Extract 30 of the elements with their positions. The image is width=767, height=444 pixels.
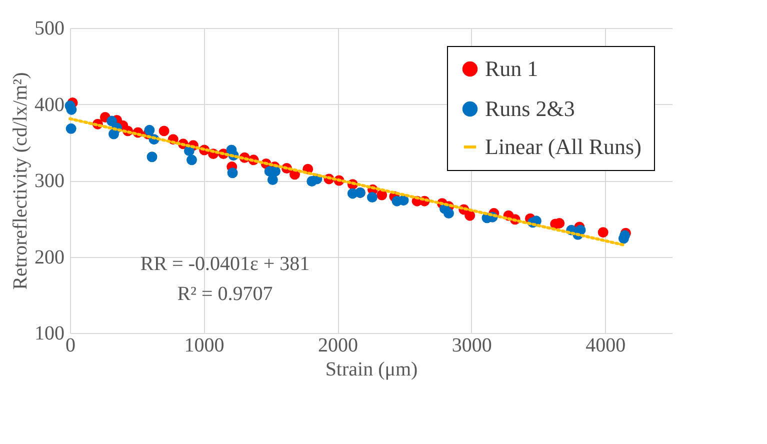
x-tick-label: 2000 — [318, 334, 358, 356]
point — [66, 123, 76, 134]
y-tick-label: 100 — [34, 322, 64, 344]
legend-label: Runs 2&3 — [485, 96, 575, 121]
point — [186, 154, 197, 166]
legend-label: Linear (All Runs) — [485, 134, 642, 159]
point — [598, 227, 608, 238]
point — [398, 195, 409, 206]
y-axis-title: Retroreflectivity (cd/lx/m²) — [10, 72, 32, 290]
legend-label: Run 1 — [485, 56, 538, 81]
x-tick-label: 1000 — [184, 334, 224, 356]
y-tick-label: 400 — [34, 94, 64, 116]
x-axis-title: Strain (μm) — [325, 358, 418, 380]
y-tick-label: 200 — [34, 246, 64, 268]
annotation: RR = -0.0401ε + 381 — [140, 253, 310, 275]
x-tick-label: 0 — [66, 334, 76, 356]
x-tick-label: 3000 — [452, 334, 492, 356]
point — [366, 192, 378, 203]
point — [267, 174, 278, 185]
point — [66, 104, 77, 115]
point — [227, 168, 238, 178]
point — [146, 152, 158, 162]
y-tick-label: 500 — [34, 18, 64, 40]
point — [443, 208, 454, 219]
y-tick-label: 300 — [34, 170, 64, 192]
point — [144, 124, 155, 136]
point — [158, 126, 170, 136]
point — [464, 210, 476, 221]
x-tick-label: 4000 — [586, 334, 626, 356]
annotation: R² = 0.9707 — [177, 283, 273, 305]
